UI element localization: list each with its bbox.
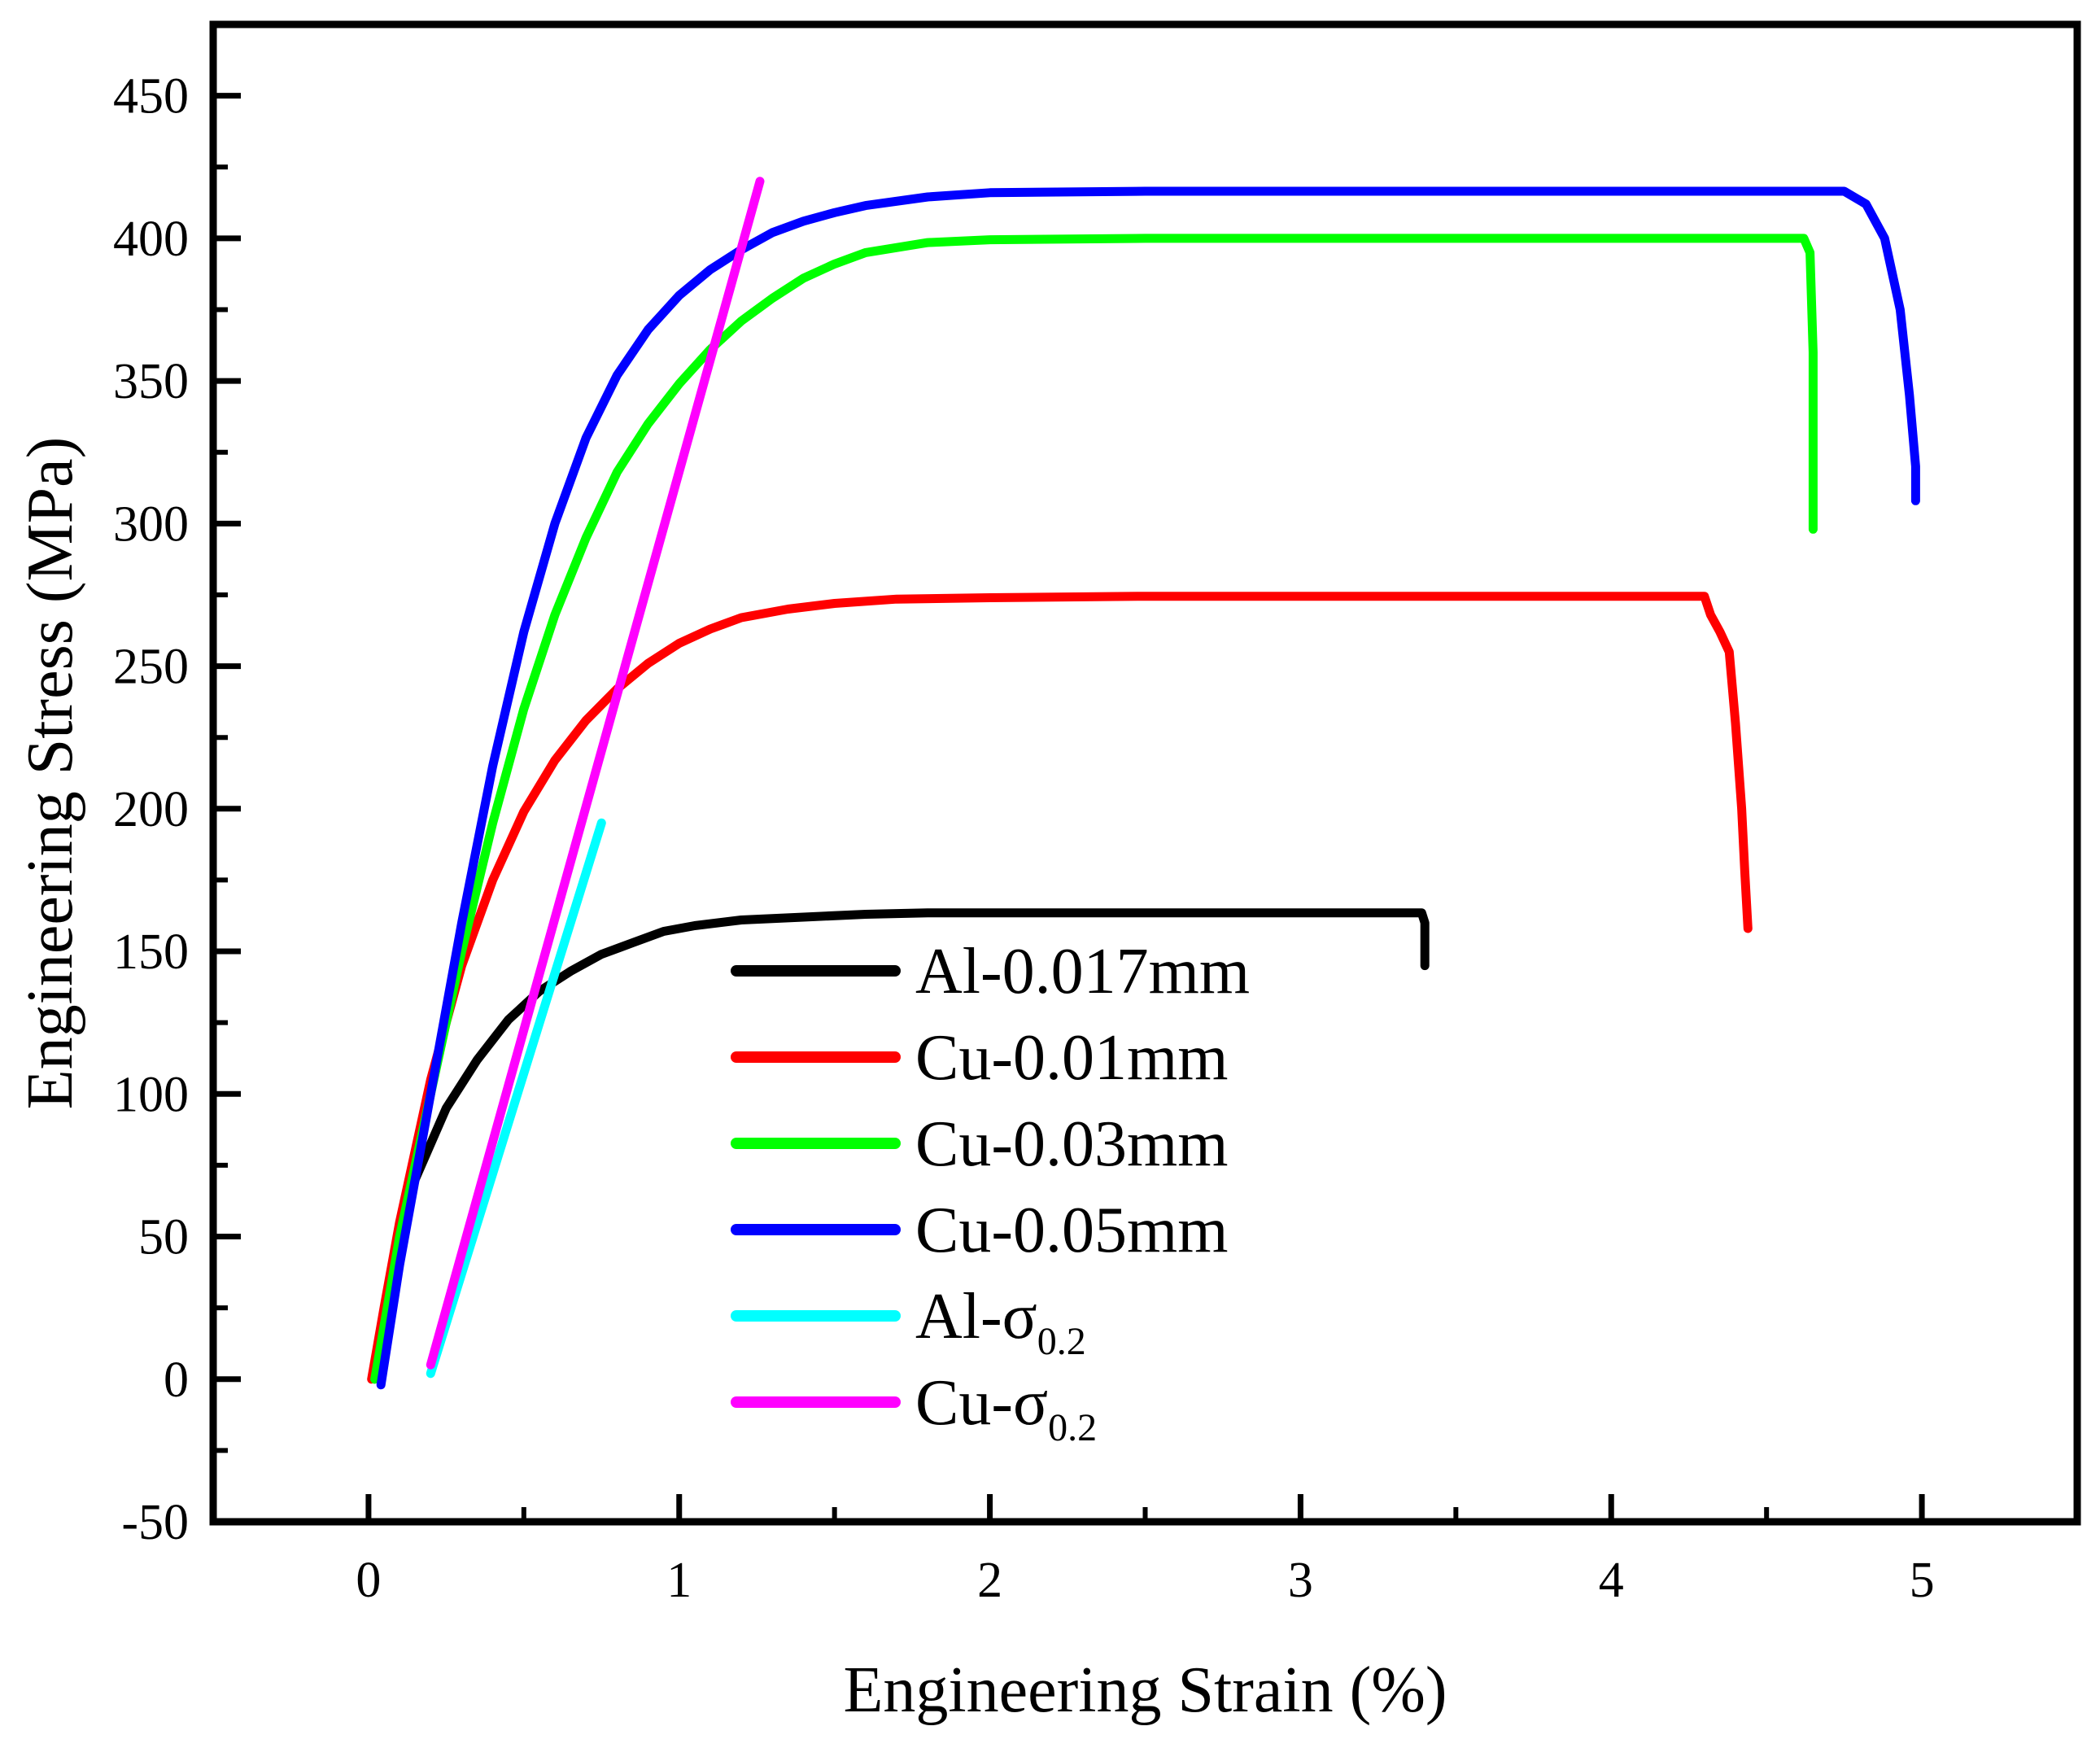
legend-label-3: Cu-0.05mm xyxy=(915,1195,1228,1266)
x-tick-label: 0 xyxy=(356,1553,381,1608)
y-tick-label: 250 xyxy=(113,640,189,695)
y-tick-label: 450 xyxy=(113,69,189,125)
x-tick-label: 3 xyxy=(1288,1553,1313,1608)
legend: Al-0.017mm Cu-0.01mm Cu-0.03mm Cu-0.05mm Al-… xyxy=(731,936,1250,1449)
y-tick-label: 300 xyxy=(113,496,189,552)
legend-label-subscript: 0.2 xyxy=(1048,1406,1097,1449)
series-line-0 xyxy=(370,908,1430,1384)
series-line-2 xyxy=(370,234,1818,1384)
series-line-5 xyxy=(426,177,765,1370)
legend-label-main: Al-σ xyxy=(915,1281,1037,1353)
legend-label-4: Al-σ0.2 xyxy=(915,1281,1086,1363)
x-tick-label: 4 xyxy=(1599,1553,1624,1608)
x-tick-label: 5 xyxy=(1910,1553,1935,1608)
ticks-layer: 0 1 2 3 4 5 -50 0 50 100 150 200 250 300 350 400 450 xyxy=(113,69,2080,1608)
legend-label-1: Cu-0.01mm xyxy=(915,1022,1228,1094)
x-tick-label: 2 xyxy=(977,1553,1002,1608)
series-line-1 xyxy=(367,592,1753,1384)
y-tick-label: 50 xyxy=(138,1210,189,1265)
y-tick-label: 0 xyxy=(164,1353,189,1408)
series-line-3 xyxy=(376,186,1920,1390)
legend-label-subscript: 0.2 xyxy=(1037,1320,1086,1363)
series-line-4 xyxy=(426,818,606,1379)
y-tick-label: 350 xyxy=(113,354,189,409)
y-axis-title: Engineering Stress (MPa) xyxy=(15,437,86,1110)
x-tick-label: 1 xyxy=(666,1553,692,1608)
legend-label-2: Cu-0.03mm xyxy=(915,1108,1228,1180)
legend-label-main: Al-0.017mm xyxy=(915,936,1250,1007)
series-layer xyxy=(367,177,1920,1390)
y-tick-label: 100 xyxy=(113,1067,189,1122)
y-tick-label: 150 xyxy=(113,924,189,980)
y-tick-label: -50 xyxy=(121,1495,189,1550)
legend-label-5: Cu-σ0.2 xyxy=(915,1367,1097,1449)
legend-label-main: Cu-0.01mm xyxy=(915,1022,1228,1094)
legend-label-main: Cu-0.05mm xyxy=(915,1195,1228,1266)
y-tick-label: 400 xyxy=(113,212,189,267)
legend-label-main: Cu-σ xyxy=(915,1367,1048,1439)
y-tick-label: 200 xyxy=(113,782,189,837)
x-axis-title: Engineering Strain (%) xyxy=(844,1654,1447,1726)
legend-label-main: Cu-0.03mm xyxy=(915,1108,1228,1180)
legend-label-0: Al-0.017mm xyxy=(915,936,1250,1007)
